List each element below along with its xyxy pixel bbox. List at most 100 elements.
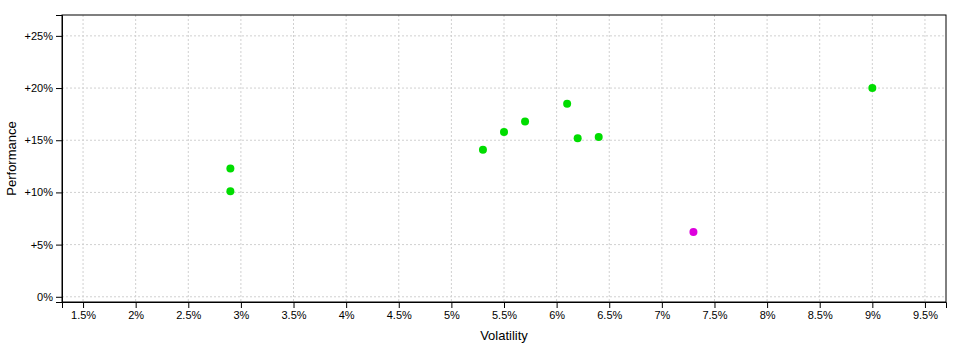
tick-mark [56,192,62,193]
tick-label: 8.5% [808,309,833,321]
axis-line [56,16,63,303]
grid-line-x [346,15,347,302]
grid-line-x [556,15,557,302]
axis-line [63,303,947,309]
grid-line-x [609,15,610,302]
series [226,84,876,195]
tick-label: +10% [25,186,54,198]
tick: 6.5% [597,302,622,321]
tick-mark [504,302,505,308]
tick-label: 8% [760,309,776,321]
tick: 4% [339,302,355,321]
grid-line-x [240,15,241,302]
tick-mark [557,302,558,308]
point [479,146,487,154]
plot-area: 1.5% 2% 2.5% 3% 3.5% 4% 4.5% 5% 5.5% 6% 6.5% 7% 7.5%… [25,15,947,321]
tick: 5% [444,302,460,321]
grid-line-x [924,15,925,302]
tick-label: +5% [31,239,54,251]
tick: 3.5% [281,302,306,321]
tick-label: 2.5% [176,309,201,321]
grid-line-x [451,15,452,302]
tick-label: 1.5% [71,309,96,321]
tick-mark [294,302,295,308]
points [226,84,876,236]
tick-mark [767,302,768,308]
tick-label: +25% [25,30,54,42]
tick: 5.5% [492,302,517,321]
tick-mark [451,302,452,308]
grid-line-x [714,15,715,302]
tick-mark [609,302,610,308]
grid-line-y [62,88,946,89]
grid-line-x [293,15,294,302]
grid-line-x [398,15,399,302]
tick: 6% [549,302,565,321]
tick: +5% [31,239,62,251]
tick-label: 7.5% [702,309,727,321]
tick: 9% [865,302,881,321]
point [868,84,876,92]
tick: 0% [37,291,62,303]
tick-label: +15% [25,134,54,146]
tick-label: 3% [233,309,249,321]
tick-label: 6% [549,309,565,321]
tick: 7% [654,302,670,321]
tick-mark [56,245,62,246]
grid-line-y [62,244,946,245]
point [574,134,582,142]
tick-label: 5.5% [492,309,517,321]
grid-line-x [83,15,84,302]
tick: 7.5% [702,302,727,321]
grid-line-y [62,140,946,141]
tick: 1.5% [71,302,96,321]
grid-line-x [504,15,505,302]
tick-label: 7% [654,309,670,321]
tick-label: 6.5% [597,309,622,321]
grid-line-y [62,296,946,297]
grid-line-x [135,15,136,302]
tick: 3% [233,302,249,321]
tick: 4.5% [387,302,412,321]
tick-mark [56,297,62,298]
grid-line-x [661,15,662,302]
tick: 8% [760,302,776,321]
tick-label: 3.5% [281,309,306,321]
x-axis: 1.5% 2% 2.5% 3% 3.5% 4% 4.5% 5% 5.5% 6% 6.5% 7% 7.5%… [63,302,947,321]
series [689,228,697,236]
tick-label: 5% [444,309,460,321]
tick-label: 0% [37,291,53,303]
tick-mark [188,302,189,308]
point [689,228,697,236]
tick: +25% [25,30,62,42]
tick-mark [399,302,400,308]
grid-line-x [188,15,189,302]
grid-line-x [819,15,820,302]
tick-mark [136,302,137,308]
point [563,100,571,108]
tick-mark [872,302,873,308]
tick-mark [56,36,62,37]
point [521,117,529,125]
tick: 2.5% [176,302,201,321]
tick-mark [662,302,663,308]
tick: +10% [25,186,62,198]
x-axis-title: Volatility [480,328,528,343]
point [226,164,234,172]
tick-label: 9.5% [913,309,938,321]
tick-label: 2% [128,309,144,321]
grid-line-x [767,15,768,302]
tick-label: 9% [865,309,881,321]
tick: +15% [25,134,62,146]
grid-line-y [62,192,946,193]
point [500,128,508,136]
tick-label: +20% [25,82,54,94]
tick: 9.5% [913,302,938,321]
tick-mark [241,302,242,308]
tick-mark [56,88,62,89]
grid [62,15,946,302]
point [595,133,603,141]
y-axis-title: Performance [4,121,19,195]
chart: 1.5% 2% 2.5% 3% 3.5% 4% 4.5% 5% 5.5% 6% 6.5% 7% 7.5%… [0,0,966,350]
tick-mark [56,140,62,141]
